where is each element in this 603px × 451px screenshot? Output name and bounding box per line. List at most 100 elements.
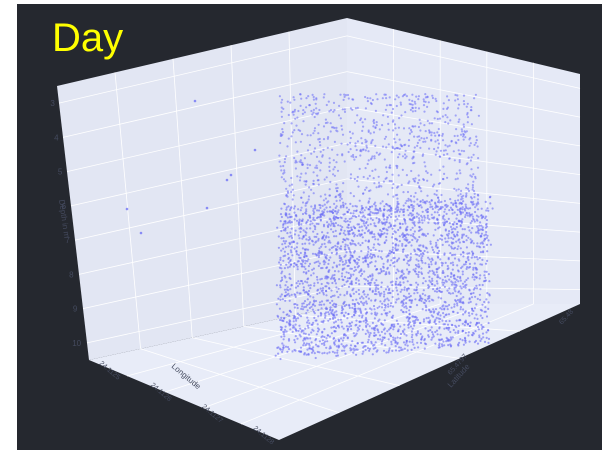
data-point	[280, 335, 283, 338]
data-point	[412, 125, 415, 128]
data-point	[469, 238, 472, 241]
data-point	[438, 344, 441, 347]
data-point	[312, 183, 315, 186]
data-point	[353, 303, 356, 306]
data-point	[314, 356, 317, 360]
data-point	[457, 324, 460, 327]
data-point	[321, 352, 324, 355]
data-point	[422, 178, 425, 181]
data-point	[297, 280, 300, 283]
data-point	[410, 169, 413, 173]
data-point	[347, 271, 350, 275]
data-point	[359, 274, 362, 277]
data-point	[348, 229, 351, 233]
data-point	[435, 241, 438, 244]
data-point	[303, 306, 306, 309]
data-point	[320, 245, 323, 248]
data-point	[408, 340, 411, 343]
data-point	[322, 235, 325, 238]
data-point	[289, 231, 292, 234]
data-point	[279, 325, 282, 329]
data-point	[351, 299, 354, 302]
data-point	[389, 291, 392, 295]
data-point	[288, 184, 291, 187]
data-point	[293, 306, 296, 309]
data-point	[285, 155, 288, 158]
data-point	[407, 214, 410, 217]
data-point	[389, 264, 392, 267]
data-point	[440, 308, 443, 311]
data-point	[372, 327, 375, 331]
data-point	[482, 250, 485, 253]
data-point	[313, 127, 317, 130]
data-point	[277, 235, 280, 238]
data-point	[310, 341, 313, 344]
data-point	[336, 354, 339, 357]
data-point	[466, 121, 469, 124]
data-point	[450, 344, 453, 347]
data-point	[448, 157, 451, 160]
data-point	[389, 225, 392, 228]
data-point	[377, 181, 381, 184]
data-point	[462, 343, 465, 346]
z-tick-label: 4	[54, 133, 59, 142]
data-point	[340, 343, 343, 346]
data-point	[353, 314, 356, 317]
data-point	[408, 241, 411, 244]
data-point	[418, 185, 421, 188]
data-point	[429, 281, 432, 284]
data-point	[373, 212, 376, 215]
data-point	[369, 307, 372, 310]
data-point	[320, 252, 323, 255]
data-point	[425, 247, 428, 250]
data-point	[385, 351, 388, 354]
data-point	[310, 347, 313, 350]
data-point	[280, 249, 283, 252]
data-point	[384, 108, 387, 111]
data-point	[391, 145, 394, 148]
data-point	[370, 340, 373, 343]
data-point	[349, 136, 352, 140]
data-point	[371, 253, 374, 256]
data-point	[281, 131, 284, 134]
data-point	[372, 125, 375, 128]
data-point	[315, 216, 319, 220]
data-point	[419, 187, 422, 190]
data-point	[333, 202, 336, 205]
data-point	[462, 313, 465, 316]
data-point	[320, 303, 323, 306]
data-point	[439, 307, 442, 310]
data-point	[368, 347, 371, 350]
data-point	[434, 261, 437, 264]
data-point	[289, 221, 292, 224]
data-point	[419, 295, 422, 298]
data-point	[441, 345, 444, 348]
data-point	[379, 202, 382, 205]
data-point	[289, 288, 292, 291]
data-point	[409, 194, 413, 198]
data-point	[364, 141, 367, 144]
data-point	[407, 199, 410, 202]
data-point	[343, 283, 346, 286]
data-point	[451, 261, 454, 264]
data-point	[345, 251, 348, 254]
data-point	[321, 210, 324, 213]
data-point	[346, 279, 349, 283]
data-point	[417, 248, 420, 251]
data-point	[367, 338, 370, 341]
data-point	[445, 280, 448, 283]
data-point	[342, 206, 345, 209]
data-point	[315, 260, 318, 264]
data-point	[467, 331, 470, 334]
data-point	[431, 269, 434, 272]
data-point	[485, 230, 488, 234]
data-point	[450, 283, 454, 286]
data-point	[457, 194, 460, 197]
data-point	[314, 319, 317, 322]
data-point	[355, 155, 358, 159]
data-point	[370, 261, 373, 264]
data-point	[290, 183, 294, 186]
data-point	[279, 357, 282, 361]
data-point	[488, 280, 491, 283]
